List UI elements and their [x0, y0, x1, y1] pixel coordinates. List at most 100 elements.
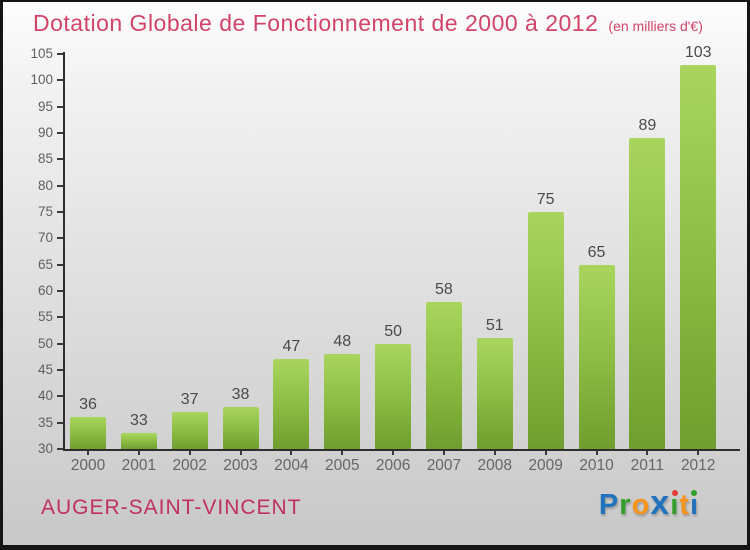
y-axis-tick — [57, 395, 63, 398]
x-axis-tick — [442, 451, 445, 455]
x-axis-tick-label: 2000 — [70, 457, 106, 474]
x-axis-tick-label: 2006 — [375, 457, 411, 474]
bar-value-label: 75 — [536, 191, 555, 208]
y-axis-tick-label: 45 — [37, 362, 53, 377]
x-axis-tick-label: 2003 — [223, 457, 258, 474]
y-axis-tick-label: 30 — [37, 441, 53, 456]
bar-value-label: 50 — [384, 322, 402, 340]
y-axis-tick — [57, 316, 63, 319]
x-axis-tick — [392, 451, 395, 455]
y-axis-tick-label: 40 — [37, 388, 53, 404]
x-axis-tick-label: 2011 — [630, 457, 665, 474]
proxiti-logo: Proxı tı — [599, 485, 699, 523]
y-axis-tick-label: 60 — [37, 283, 53, 298]
y-axis-tick — [57, 263, 63, 266]
x-axis-tick-label: 2005 — [325, 457, 360, 474]
logo-letter: ı — [670, 489, 680, 521]
bar-value-label: 65 — [587, 243, 606, 261]
bar — [425, 301, 462, 449]
y-axis-tick-label: 75 — [37, 204, 53, 219]
bar — [120, 433, 157, 449]
bar — [222, 406, 259, 449]
x-axis-tick-label: 2009 — [528, 457, 563, 474]
logo-letter-dot — [691, 490, 698, 496]
y-axis-tick — [57, 237, 63, 240]
x-axis-tick — [595, 451, 598, 455]
chart-title: Dotation Globale de Fonctionnement de 20… — [33, 10, 599, 36]
commune-label: AUGER-SAINT-VINCENT — [41, 496, 302, 519]
y-axis-tick-label: 105 — [30, 46, 53, 61]
logo-letter: r — [619, 489, 632, 521]
x-axis-tick — [290, 451, 293, 455]
bar-value-label: 89 — [638, 117, 657, 135]
bar — [171, 412, 208, 449]
y-axis-tick-label: 70 — [37, 230, 53, 246]
x-axis-tick-label: 2004 — [274, 457, 309, 474]
bar — [324, 354, 361, 449]
x-axis-tick — [239, 451, 242, 455]
x-axis-tick — [493, 451, 496, 455]
y-axis-tick — [57, 290, 63, 292]
x-axis-tick-label: 2001 — [121, 457, 157, 474]
y-axis-tick — [57, 211, 63, 213]
x-axis-line — [63, 449, 740, 451]
y-axis-tick — [57, 369, 63, 371]
logo-letter-dot — [671, 490, 678, 496]
chart-header: Dotation Globale de Fonctionnement de 20… — [33, 10, 703, 37]
bar-value-label: 37 — [180, 391, 199, 409]
y-axis-tick — [57, 79, 63, 82]
bar-value-label: 38 — [231, 385, 250, 403]
logo-letter: x — [650, 484, 671, 522]
bar — [273, 359, 310, 449]
y-axis-tick-label: 85 — [37, 151, 53, 167]
y-axis-tick — [57, 132, 63, 134]
bar-value-label: 48 — [333, 333, 352, 351]
bar-chart-plot-area: 30 35 40 45 50 55 60 65 70 75 80 85 90 95 100 105 36 2000… — [3, 2, 747, 545]
bar-value-label: 58 — [435, 280, 453, 298]
bar-value-label: 36 — [79, 396, 97, 414]
x-axis-tick — [544, 451, 547, 455]
y-axis-tick — [57, 105, 63, 108]
bar-value-label: 47 — [282, 338, 301, 356]
y-axis-line — [63, 52, 65, 449]
bar — [629, 138, 666, 449]
logo-letter: ı — [689, 489, 699, 521]
bar — [527, 212, 564, 449]
x-axis-tick-label: 2012 — [680, 457, 716, 474]
x-axis-tick — [646, 451, 649, 455]
bar — [578, 264, 615, 449]
bar — [70, 417, 106, 449]
logo-letter: o — [631, 489, 651, 521]
bar-value-label: 33 — [129, 412, 148, 430]
y-axis-tick-label: 95 — [37, 98, 53, 114]
x-axis-tick-label: 2008 — [477, 457, 513, 474]
logo-letter: t — [679, 489, 690, 521]
y-axis-tick — [57, 53, 63, 55]
y-axis-tick-label: 100 — [30, 72, 53, 88]
y-axis-tick-label: 80 — [37, 177, 53, 193]
x-axis-tick-label: 2010 — [579, 457, 614, 474]
x-axis-tick — [87, 451, 89, 455]
logo-letter: P — [598, 489, 620, 521]
x-axis-tick — [341, 451, 344, 455]
y-axis-tick — [57, 421, 63, 424]
x-axis-tick-label: 2007 — [426, 457, 462, 474]
y-axis-tick-label: 50 — [37, 335, 53, 351]
x-axis-tick-label: 2002 — [172, 457, 207, 474]
y-axis-tick-label: 55 — [37, 309, 53, 325]
y-axis-tick — [57, 184, 63, 187]
y-axis-tick — [57, 158, 63, 161]
bar — [375, 343, 412, 449]
y-axis-tick-label: 90 — [37, 125, 53, 140]
y-axis-tick-label: 35 — [37, 414, 53, 430]
bar-value-label: 51 — [485, 317, 504, 335]
bar-value-label: 103 — [684, 43, 712, 61]
bar — [476, 338, 513, 449]
x-axis-tick — [188, 451, 191, 455]
chart-subtitle: (en milliers d'€) — [608, 18, 703, 34]
x-axis-tick — [697, 451, 700, 455]
y-axis-tick — [57, 342, 63, 345]
y-axis-tick — [57, 448, 63, 450]
x-axis-tick — [137, 451, 140, 455]
